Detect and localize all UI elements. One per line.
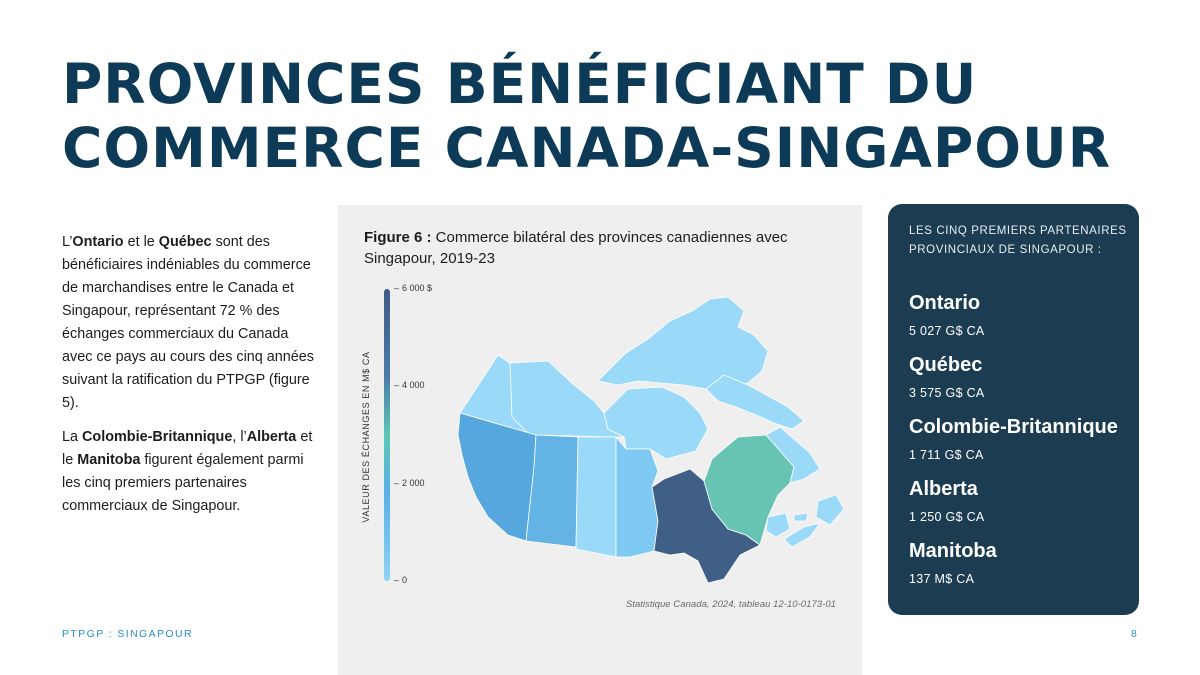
map-nunavut [603,386,709,460]
map-quebec [703,434,795,546]
partner-value: 5 027 G$ CA [909,324,985,338]
map-nova-scotia [783,522,821,548]
figure-caption-label: Figure 6 : [364,229,432,246]
figure-6: Figure 6 : Commerce bilatéral des provin… [338,205,862,675]
partner-item: Ontario 5 027 G$ CA [909,290,1134,340]
scale-tick: 0 [394,575,407,585]
paragraph-2: La Colombie-Britannique, l’Alberta et le… [62,429,313,514]
top-partners-panel: LES CINQ PREMIERS PARTENAIRES PROVINCIAU… [888,204,1139,615]
page-title-line-2: COMMERCE CANADA-SINGAPOUR [62,116,1112,180]
partner-value: 1 250 G$ CA [909,510,985,524]
map-british-columbia [457,412,537,542]
map-labrador [765,426,821,484]
map-alberta [525,434,579,548]
partner-value: 137 M$ CA [909,572,975,586]
page-title-line-1: PROVINCES BÉNÉFICIANT DU [62,52,978,116]
figure-caption-text: Commerce bilatéral des provinces canadie… [364,229,788,267]
page-title: PROVINCES BÉNÉFICIANT DU COMMERCE CANADA… [62,52,1162,180]
scale-tick: 2 000 [394,478,425,488]
figure-source: Statistique Canada, 2024, tableau 12-10-… [625,599,836,610]
map-new-brunswick [765,512,791,538]
body-text: L’Ontario et le Québec sont des bénéfici… [62,231,314,529]
scale-title: VALEUR DES ÉCHANGES EN M$ CA [361,351,371,523]
panel-heading: LES CINQ PREMIERS PARTENAIRES PROVINCIAU… [909,225,1127,256]
map-newfoundland [815,494,845,526]
partner-item: Alberta 1 250 G$ CA [909,476,1134,526]
partner-name: Manitoba [909,540,997,562]
partner-item: Québec 3 575 G$ CA [909,352,1134,402]
figure-caption: Figure 6 : Commerce bilatéral des provin… [364,227,844,269]
partner-name: Colombie-Britannique [909,416,1118,438]
partner-name: Alberta [909,478,978,500]
page-number: 8 [1131,628,1137,640]
map-prince-edward-island [793,512,809,522]
partner-name: Québec [909,354,983,376]
paragraph-1: L’Ontario et le Québec sont des bénéfici… [62,234,314,411]
footer-label: PTPGP : SINGAPOUR [62,628,193,640]
map-saskatchewan [575,436,617,558]
partner-item: Manitoba 137 M$ CA [909,538,1134,588]
map-manitoba [615,436,659,558]
canada-province-map [457,296,845,584]
map-arctic-islands [597,296,769,390]
partner-value: 1 711 G$ CA [909,448,984,462]
partner-value: 3 575 G$ CA [909,386,985,400]
partner-name: Ontario [909,292,981,314]
partner-item: Colombie-Britannique 1 711 G$ CA [909,414,1134,464]
map-ontario [651,468,761,584]
map-baffin-island [705,374,805,430]
scale-tick: 4 000 [394,380,425,390]
color-scale-bar [384,289,390,581]
scale-tick: 6 000 $ [394,283,432,293]
